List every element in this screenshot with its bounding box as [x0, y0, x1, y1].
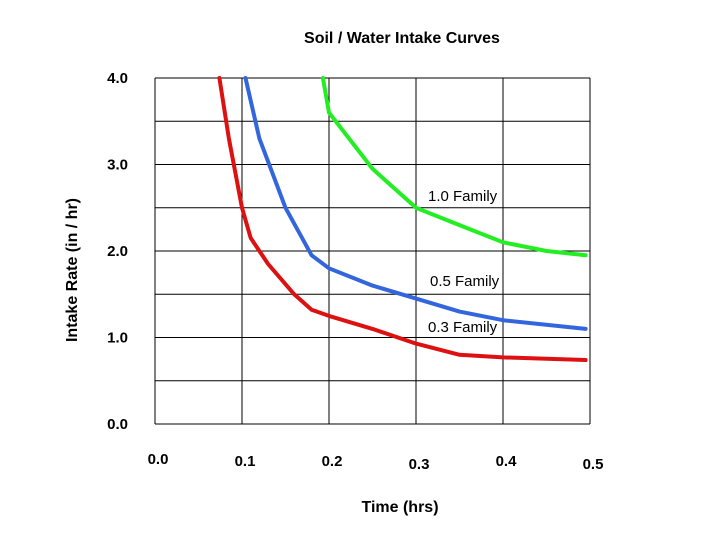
x-tick-label: 0.1 [235, 453, 256, 470]
x-tick-label: 0.3 [409, 456, 430, 473]
x-tick-labels: 0.0 0.1 0.2 0.3 0.4 0.5 [148, 451, 604, 473]
grid [154, 77, 591, 425]
y-tick-label: 4.0 [107, 70, 128, 87]
x-tick-label: 0.0 [148, 451, 169, 468]
y-tick-label: 3.0 [107, 157, 128, 174]
y-tick-labels: 0.0 1.0 2.0 3.0 4.0 [107, 70, 128, 433]
series-label: 0.5 Family [430, 273, 500, 290]
y-tick-label: 2.0 [107, 243, 128, 260]
x-tick-label: 0.2 [322, 453, 343, 470]
x-tick-label: 0.5 [583, 456, 604, 473]
y-tick-label: 0.0 [107, 416, 128, 433]
series-label: 1.0 Family [428, 188, 498, 205]
x-tick-label: 0.4 [496, 453, 518, 470]
chart-title: Soil / Water Intake Curves [304, 30, 500, 47]
y-tick-label: 1.0 [107, 330, 128, 347]
series-label: 0.3 Family [428, 319, 498, 336]
curves [217, 76, 588, 362]
series-labels: 1.0 Family 0.5 Family 0.3 Family [428, 188, 500, 336]
series-line [243, 76, 588, 331]
x-axis-label: Time (hrs) [361, 499, 438, 516]
series-line [217, 76, 588, 362]
series-line [320, 76, 588, 258]
y-axis-label: Intake Rate (in / hr) [64, 198, 81, 342]
